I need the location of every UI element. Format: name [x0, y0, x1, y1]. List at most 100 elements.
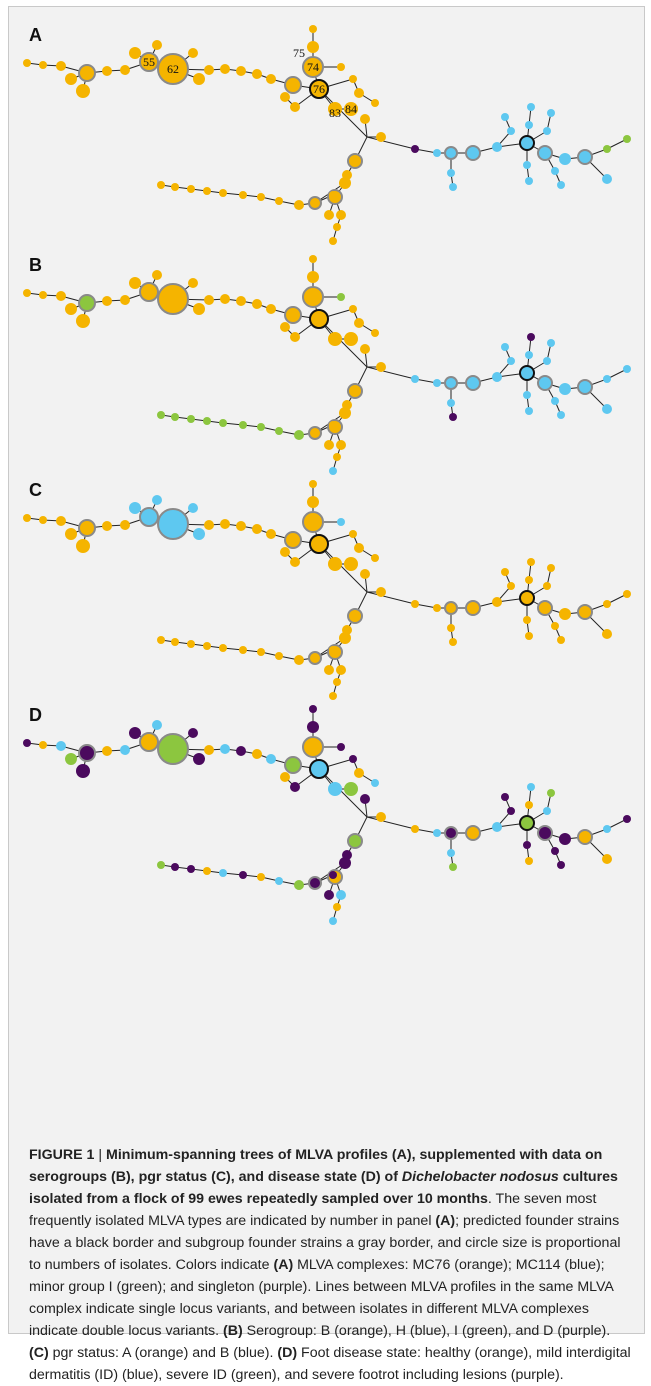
mlva-node — [527, 558, 535, 566]
mlva-node — [602, 174, 612, 184]
mlva-node — [527, 333, 535, 341]
mlva-node — [376, 812, 386, 822]
mlva-node — [449, 413, 457, 421]
mlva-node — [547, 564, 555, 572]
panel-label: C — [29, 480, 42, 500]
mlva-node — [329, 692, 337, 700]
mlva-node — [501, 343, 509, 351]
mlva-node — [309, 759, 329, 779]
mlva-node — [257, 423, 265, 431]
mlva-node — [371, 554, 379, 562]
mlva-node — [507, 807, 515, 815]
mlva-node — [236, 521, 246, 531]
mlva-node — [307, 721, 319, 733]
mlva-node — [543, 582, 551, 590]
mlva-node — [525, 857, 533, 865]
mlva-node — [354, 88, 364, 98]
mlva-node — [336, 665, 346, 675]
panel-label: B — [29, 255, 42, 275]
mlva-node — [171, 638, 179, 646]
mlva-node — [623, 815, 631, 823]
mlva-node — [280, 547, 290, 557]
mlva-node — [523, 391, 531, 399]
mlva-node — [354, 543, 364, 553]
mlva-node — [152, 720, 162, 730]
mlva-node — [551, 622, 559, 630]
tree-edge — [318, 543, 368, 593]
mlva-node — [557, 636, 565, 644]
mlva-node — [328, 557, 342, 571]
mlva-node — [525, 632, 533, 640]
caption-species: Dichelobacter nodosus — [401, 1169, 559, 1185]
mlva-node — [324, 890, 334, 900]
mlva-node — [324, 665, 334, 675]
mlva-node — [559, 383, 571, 395]
mlva-node — [307, 271, 319, 283]
mlva-node — [188, 278, 198, 288]
mlva-node — [354, 768, 364, 778]
mlva-node — [324, 210, 334, 220]
mlva-node — [537, 825, 553, 841]
mlva-node — [171, 183, 179, 191]
mlva-node — [120, 65, 130, 75]
mlva-node — [349, 305, 357, 313]
mlva-node — [102, 521, 112, 531]
mlva-node — [411, 825, 419, 833]
mlva-node — [39, 61, 47, 69]
mlva-node — [349, 755, 357, 763]
mlva-node — [501, 113, 509, 121]
mlva-node — [78, 519, 96, 537]
mlva-node — [336, 210, 346, 220]
mlva-node — [465, 145, 481, 161]
mlva-node — [129, 47, 141, 59]
mlva-node — [371, 99, 379, 107]
mlva-node — [102, 296, 112, 306]
mlva-node — [507, 582, 515, 590]
mlva-node — [56, 741, 66, 751]
mlva-node — [449, 183, 457, 191]
mlva-node — [360, 794, 370, 804]
mlva-node — [537, 600, 553, 616]
mlva-node — [266, 529, 276, 539]
mlva-node — [219, 419, 227, 427]
mlva-node — [347, 608, 363, 624]
mlva-node — [294, 880, 304, 890]
mlva-node — [492, 142, 502, 152]
mlva-node — [76, 84, 90, 98]
mlva-node — [492, 372, 502, 382]
mlva-node — [236, 746, 246, 756]
tree-panel-b: B — [23, 255, 631, 475]
mlva-node — [23, 739, 31, 747]
mlva-node — [328, 332, 342, 346]
mlva-node — [203, 642, 211, 650]
mlva-node — [507, 357, 515, 365]
mlva-node — [333, 678, 341, 686]
mlva-node — [239, 871, 247, 879]
mlva-node — [157, 508, 189, 540]
mlva-node — [344, 782, 358, 796]
mlva-node — [329, 421, 337, 429]
mlva-node — [257, 193, 265, 201]
mlva-node — [65, 528, 77, 540]
mlva-node — [543, 807, 551, 815]
mlva-node — [465, 375, 481, 391]
mlva-node — [411, 375, 419, 383]
mlva-node — [157, 861, 165, 869]
mlva-node — [602, 854, 612, 864]
mlva-node — [376, 587, 386, 597]
mlva-node — [447, 849, 455, 857]
mlva-node — [129, 727, 141, 739]
mlva-node — [525, 351, 533, 359]
mlva-node — [337, 743, 345, 751]
mlva-node — [309, 309, 329, 329]
mlva-node — [519, 365, 535, 381]
mlva-node — [444, 826, 458, 840]
mlva-node — [257, 873, 265, 881]
mlva-node — [139, 52, 159, 72]
mlva-node — [527, 103, 535, 111]
mlva-node — [501, 793, 509, 801]
mlva-node — [188, 503, 198, 513]
mlva-node — [193, 753, 205, 765]
mlva-node — [204, 520, 214, 530]
mlva-node — [465, 825, 481, 841]
